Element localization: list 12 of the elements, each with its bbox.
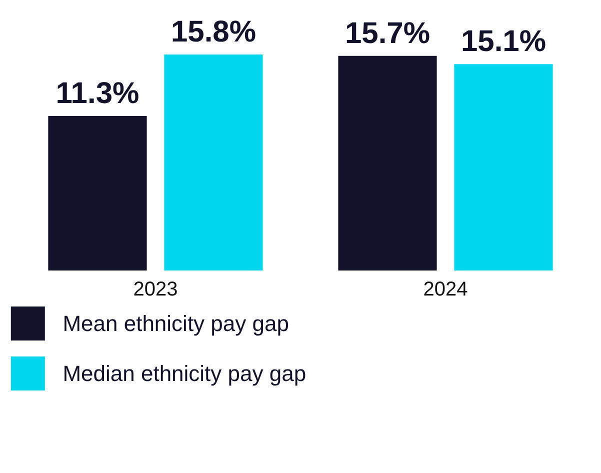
bar xyxy=(48,116,147,270)
x-tick-label: 2024 xyxy=(423,278,468,300)
data-label: 15.1% xyxy=(460,25,546,58)
bar xyxy=(164,54,263,270)
bar xyxy=(454,64,553,270)
data-label: 11.3% xyxy=(56,77,140,110)
legend-label: Mean ethnicity pay gap xyxy=(62,311,289,336)
data-label: 15.7% xyxy=(344,16,430,50)
legend-label: Median ethnicity pay gap xyxy=(62,361,306,386)
data-label: 15.8% xyxy=(170,16,256,48)
bar xyxy=(338,56,437,270)
x-tick-label: 2023 xyxy=(133,278,178,300)
